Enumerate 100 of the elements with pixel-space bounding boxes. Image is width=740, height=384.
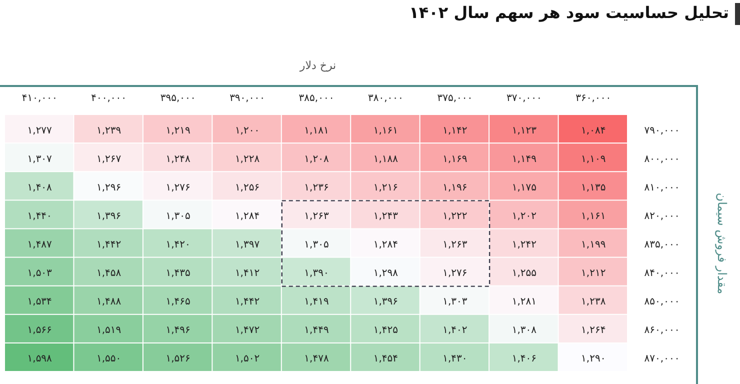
data-label: ۱,۴۷۸ (304, 354, 330, 365)
data-label: ۱,۴۰۶ (512, 354, 537, 365)
data-label: ۱,۴۷۲ (234, 325, 260, 336)
data-label: ۱,۲۴۸ (166, 154, 192, 165)
data-label: ۱,۴۱۲ (234, 268, 260, 280)
data-label: ۱,۳۰۳ (442, 296, 468, 308)
data-label: ۱,۵۲۶ (166, 354, 190, 365)
data-label: ۱,۴۱۹ (304, 296, 329, 308)
x-tick-label: ۴۰۰,۰۰۰ (91, 93, 127, 104)
data-label: ۱,۱۲۳ (512, 125, 538, 136)
data-label: ۱,۲۷۷ (27, 125, 53, 136)
data-label: ۱,۲۶۳ (304, 210, 330, 222)
data-label: ۱,۱۸۸ (373, 154, 399, 165)
data-label: ۱,۴۸۸ (96, 296, 122, 308)
data-label: ۱,۱۴۹ (512, 154, 537, 165)
data-label: ۱,۲۹۸ (373, 268, 399, 280)
data-label: ۱,۲۰۲ (512, 210, 537, 222)
x-tick-label: ۳۹۵,۰۰۰ (160, 93, 196, 104)
data-label: ۱,۴۴۹ (304, 325, 329, 336)
data-label: ۱,۲۴۳ (373, 210, 399, 222)
data-label: ۱,۴۸۷ (27, 240, 53, 250)
data-label: ۱,۴۹۶ (166, 325, 190, 336)
x-tick-label: ۴۱۰,۰۰۰ (22, 93, 58, 104)
data-label: ۱,۴۵۸ (96, 268, 122, 280)
data-label: ۱,۱۳۵ (581, 182, 606, 194)
data-label: ۱,۲۱۹ (166, 125, 190, 136)
data-label: ۱,۵۶۶ (27, 325, 52, 336)
data-label: ۱,۳۹۶ (373, 296, 398, 308)
y-tick-label: ۸۰۰,۰۰۰ (644, 154, 680, 165)
y-tick-label: ۷۹۰,۰۰۰ (644, 125, 680, 136)
data-label: ۱,۳۹۰ (304, 268, 329, 280)
data-label: ۱,۳۰۸ (512, 325, 538, 336)
data-label: ۱,۰۸۴ (581, 125, 606, 136)
data-label: ۱,۵۹۸ (27, 354, 53, 365)
data-label: ۱,۱۹۹ (581, 240, 606, 250)
data-label: ۱,۲۲۲ (442, 210, 468, 222)
x-tick-label: ۳۸۵,۰۰۰ (298, 93, 334, 104)
y-tick-label: ۸۳۵,۰۰۰ (644, 240, 680, 250)
data-label: ۱,۴۶۵ (166, 296, 190, 308)
data-label: ۱,۱۹۶ (442, 182, 468, 194)
data-label: ۱,۵۵۰ (96, 354, 122, 365)
data-label: ۱,۱۶۱ (373, 125, 398, 136)
data-label: ۱,۲۹۶ (96, 182, 122, 194)
data-label: ۱,۲۶۳ (442, 240, 468, 250)
data-label: ۱,۴۰۸ (27, 182, 53, 194)
data-label: ۱,۲۲۸ (234, 154, 260, 165)
data-label: ۱,۲۳۸ (581, 296, 606, 308)
data-label: ۱,۱۶۹ (442, 154, 468, 165)
data-label: ۱,۱۶۱ (581, 210, 606, 222)
chart-title: تحلیل حساسیت سود هر سهم سال ۱۴۰۲ (409, 3, 729, 22)
data-label: ۱,۳۰۵ (166, 210, 190, 222)
y-tick-label: ۸۴۰,۰۰۰ (644, 268, 680, 280)
data-label: ۱,۲۰۰ (234, 125, 260, 136)
x-tick-label: ۳۶۰,۰۰۰ (576, 93, 612, 104)
data-label: ۱,۳۰۷ (27, 154, 53, 165)
data-label: ۱,۲۸۴ (234, 210, 260, 222)
x-axis-title: نرخ دلار (298, 59, 336, 72)
data-label: ۱,۲۱۶ (373, 182, 398, 194)
data-label: ۱,۲۴۲ (512, 240, 537, 250)
data-label: ۱,۴۴۲ (234, 296, 260, 308)
data-label: ۱,۲۷۶ (442, 268, 468, 280)
y-tick-label: ۸۵۰,۰۰۰ (644, 296, 680, 308)
y-tick-label: ۸۲۰,۰۰۰ (644, 210, 680, 222)
data-label: ۱,۲۳۹ (96, 125, 122, 136)
y-tick-label: ۸۱۰,۰۰۰ (644, 182, 680, 194)
data-label: ۱,۳۹۶ (96, 210, 122, 222)
x-tick-label: ۳۷۵,۰۰۰ (437, 93, 473, 104)
data-label: ۱,۲۹۰ (581, 354, 606, 365)
data-label: ۱,۲۵۵ (512, 268, 537, 280)
data-label: ۱,۱۷۵ (512, 182, 537, 194)
data-label: ۱,۲۶۷ (96, 154, 122, 165)
data-label: ۱,۵۱۹ (96, 325, 122, 336)
data-label: ۱,۲۸۴ (373, 240, 398, 250)
data-label: ۱,۲۵۶ (234, 182, 260, 194)
data-label: ۱,۵۰۲ (234, 354, 260, 365)
data-label: ۱,۴۴۰ (27, 210, 52, 222)
data-label: ۱,۲۸۱ (512, 296, 537, 308)
data-label: ۱,۲۱۲ (581, 268, 606, 280)
data-label: ۱,۴۳۰ (442, 354, 468, 365)
y-axis-title: مقدار فروش سیمان (715, 192, 729, 294)
x-tick-label: ۳۸۰,۰۰۰ (368, 93, 404, 104)
data-label: ۱,۴۲۰ (166, 240, 190, 250)
data-label: ۱,۴۴۲ (96, 240, 122, 250)
data-label: ۱,۵۰۳ (27, 268, 53, 280)
data-label: ۱,۱۸۱ (304, 125, 329, 136)
data-label: ۱,۴۳۵ (166, 268, 190, 280)
x-tick-label: ۳۹۰,۰۰۰ (230, 93, 265, 104)
data-label: ۱,۲۶۴ (581, 325, 606, 336)
data-label: ۱,۵۳۴ (27, 296, 52, 308)
data-label: ۱,۲۳۶ (304, 182, 329, 194)
y-tick-label: ۸۷۰,۰۰۰ (644, 354, 680, 365)
y-tick-label: ۸۶۰,۰۰۰ (644, 325, 680, 336)
data-label: ۱,۳۰۵ (304, 240, 329, 250)
data-label: ۱,۲۰۸ (304, 154, 330, 165)
data-label: ۱,۱۴۲ (442, 125, 468, 136)
data-label: ۱,۴۵۴ (373, 354, 398, 365)
x-tick-label: ۳۷۰,۰۰۰ (506, 93, 542, 104)
data-label: ۱,۴۲۵ (373, 325, 398, 336)
data-label: ۱,۱۰۹ (581, 154, 606, 165)
data-label: ۱,۴۰۲ (442, 325, 468, 336)
